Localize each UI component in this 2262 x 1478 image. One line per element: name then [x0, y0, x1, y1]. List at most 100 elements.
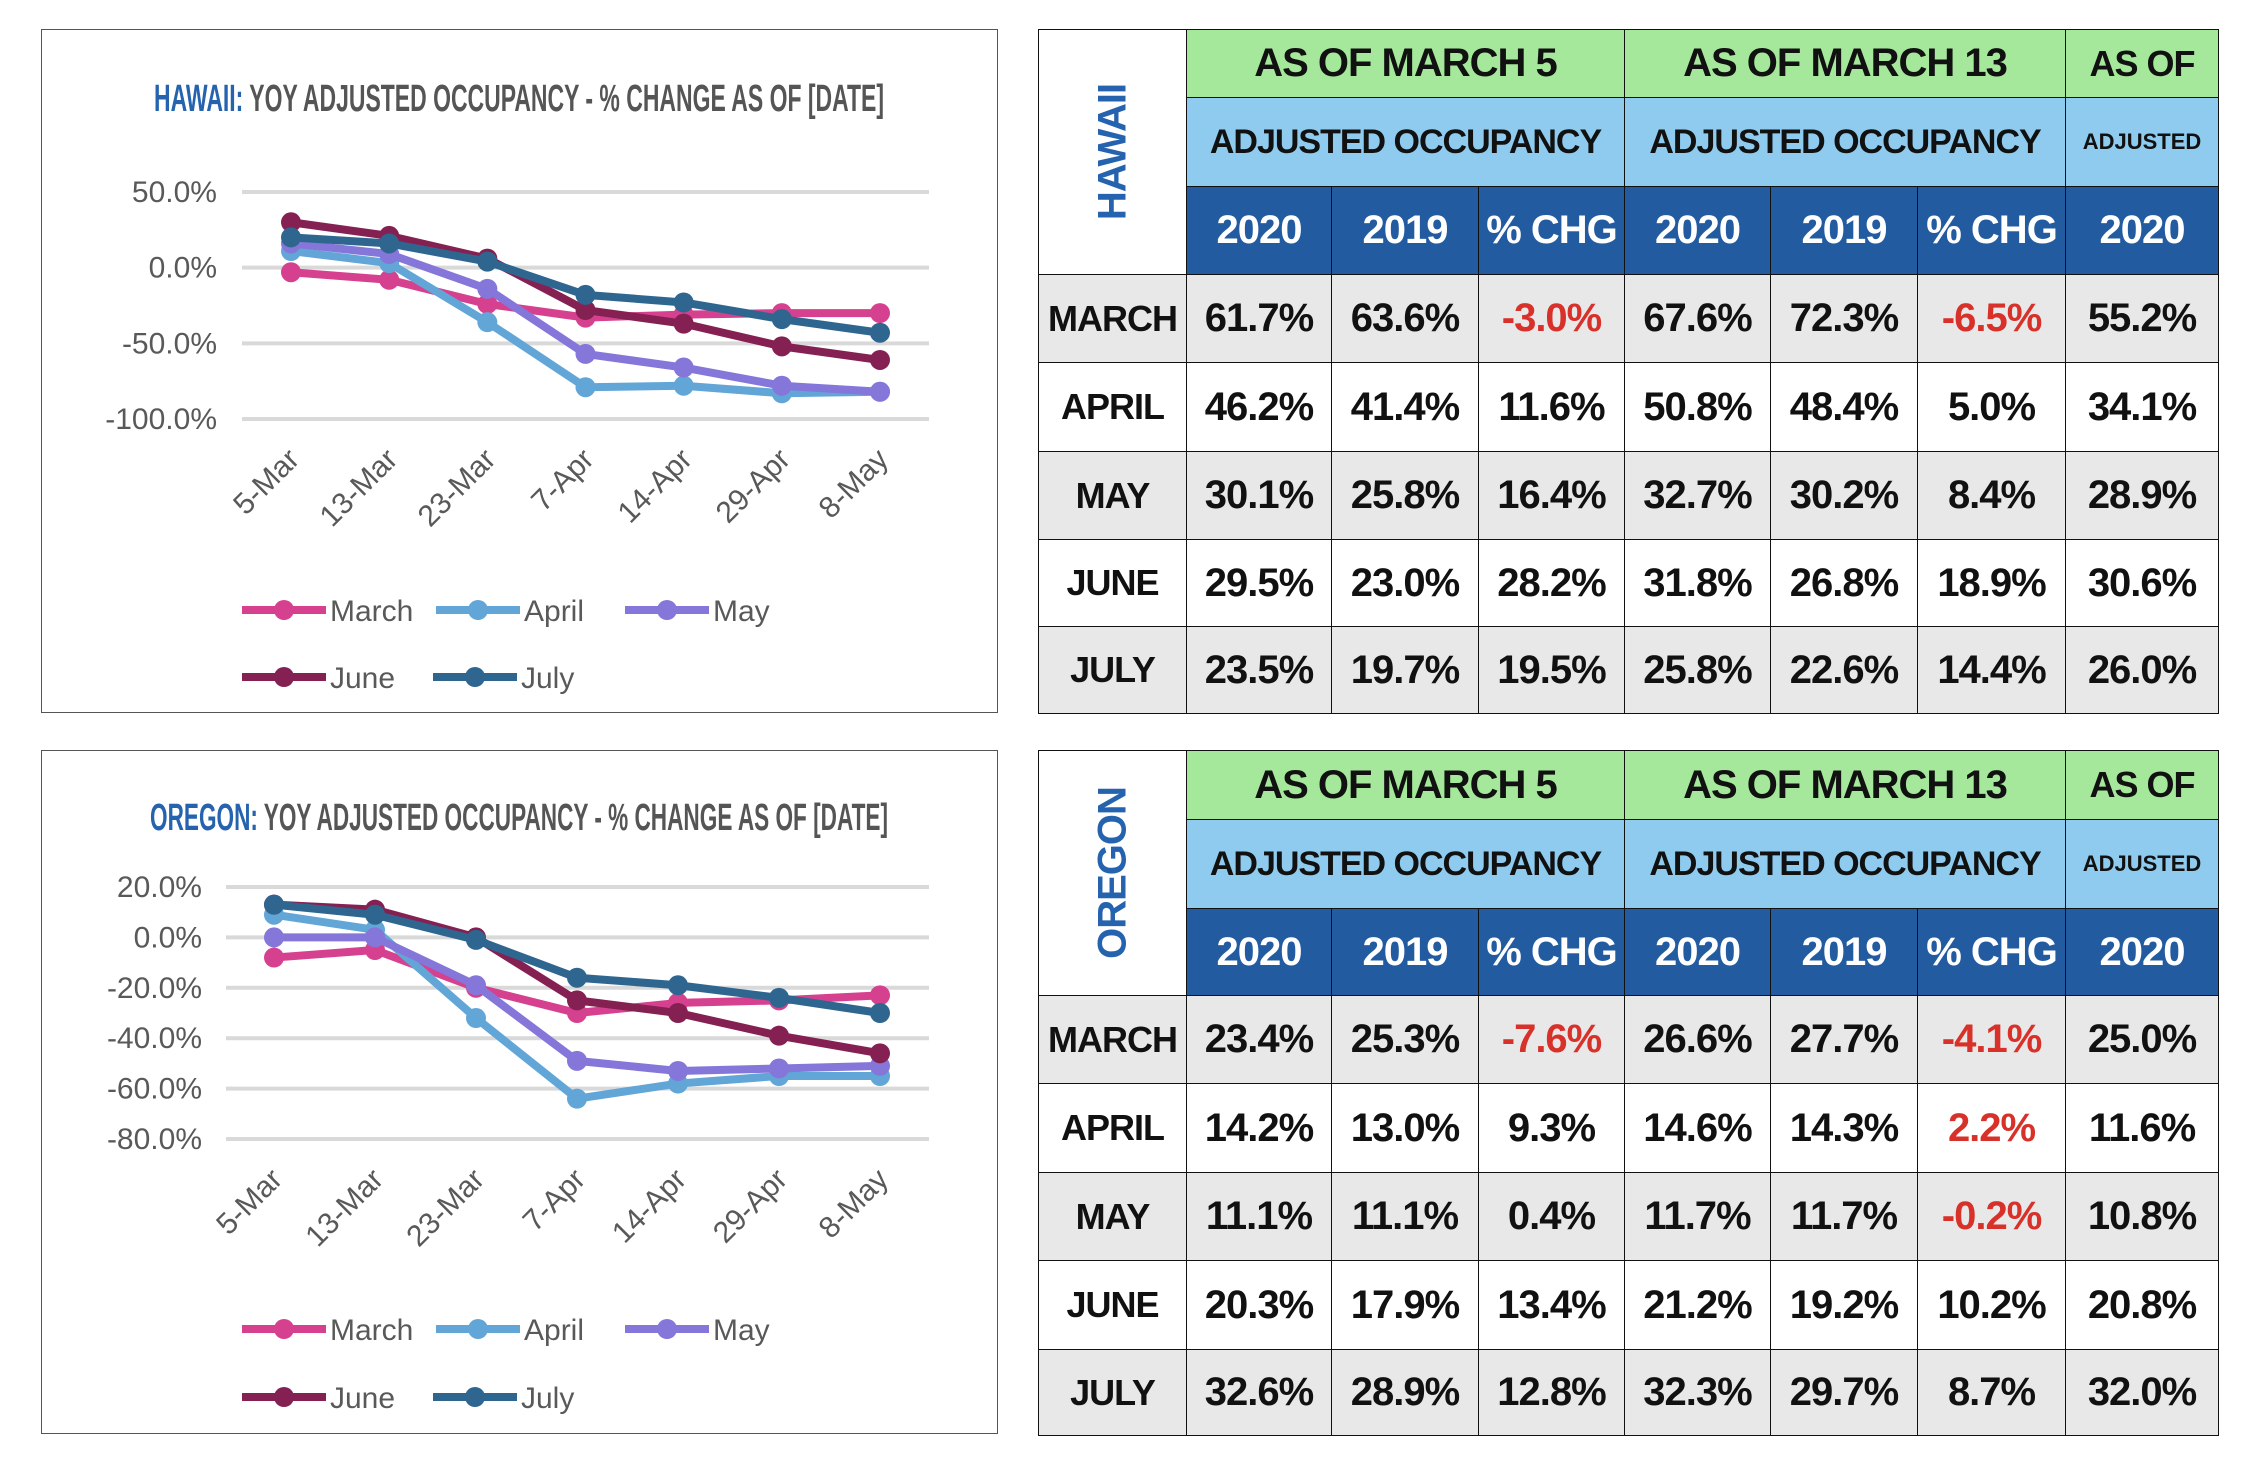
value-cell: 25.3%	[1331, 995, 1479, 1084]
y-tick-label: -60.0%	[107, 1073, 202, 1106]
data-point	[575, 300, 596, 321]
cell-text: JUNE	[1066, 1284, 1159, 1325]
x-tick-label: 5-Mar	[227, 443, 306, 522]
cell-text: 20.3%	[1204, 1282, 1314, 1327]
value-cell: 11.6%	[1477, 362, 1626, 452]
cell-text: 19.5%	[1497, 647, 1606, 692]
value-cell: 30.6%	[2065, 539, 2220, 627]
data-point	[264, 947, 284, 968]
value-cell: 21.2%	[1624, 1260, 1772, 1350]
cell-text: % CHG	[1926, 208, 2058, 252]
cell-text: 11.6%	[1498, 384, 1605, 429]
value-cell: 25.0%	[2065, 995, 2220, 1084]
table-row: APRIL 46.2% 41.4% 11.6% 50.8% 48.4% 5.0% 34.1%	[1038, 362, 2220, 452]
row-label: MAY	[1038, 451, 1187, 540]
cell-text: 20.8%	[2087, 1282, 2197, 1327]
y-tick-label: -40.0%	[107, 1022, 202, 1055]
cell-text: % CHG	[1486, 208, 1618, 252]
group-header: AS OF MARCH 5	[1185, 750, 1626, 820]
data-point	[870, 985, 890, 1006]
cell-text: 2020	[1655, 929, 1741, 974]
data-point	[870, 322, 890, 343]
value-cell: 67.6%	[1624, 274, 1772, 363]
column-header: 2020	[1186, 908, 1332, 996]
cell-text: 28.2%	[1497, 560, 1606, 605]
value-cell: 10.2%	[1917, 1260, 2067, 1350]
cell-text: ADJUSTED OCCUPANCY	[1649, 844, 2041, 883]
value-cell: 48.4%	[1770, 362, 1919, 452]
data-point	[668, 975, 688, 996]
subgroup-header: ADJUSTED	[2065, 97, 2220, 187]
x-tick-label: 7-Apr	[517, 1163, 592, 1238]
table-row: JULY 23.5% 19.7% 19.5% 25.8% 22.6% 14.4% 26.0%	[1038, 626, 2220, 714]
cell-text: 2020	[1655, 208, 1741, 252]
legend-label: July	[521, 1382, 574, 1415]
legend-item-july: July	[433, 662, 574, 695]
cell-text: -7.6%	[1501, 1017, 1602, 1061]
row-label: MARCH	[1038, 995, 1187, 1084]
cell-text: 2020	[2099, 929, 2186, 974]
value-cell: 11.1%	[1186, 1172, 1332, 1261]
cell-text: ADJUSTED OCCUPANCY	[1209, 122, 1602, 161]
value-cell: 26.8%	[1770, 539, 1919, 627]
legend-label: March	[330, 595, 413, 628]
cell-text: 11.6%	[2088, 1105, 2196, 1150]
cell-text: 41.4%	[1350, 384, 1460, 429]
group-header: AS OF MARCH 13	[1624, 750, 2067, 820]
value-cell: 23.4%	[1186, 995, 1332, 1084]
subgroup-header: ADJUSTED OCCUPANCY	[1185, 97, 1626, 187]
y-tick-label: 20.0%	[117, 871, 202, 904]
value-cell: 19.2%	[1770, 1260, 1919, 1350]
legend-item-may: May	[625, 1314, 770, 1347]
cell-text: AS OF MARCH 5	[1254, 762, 1558, 807]
value-cell: 41.4%	[1331, 362, 1479, 452]
cell-text: MAY	[1075, 474, 1151, 516]
value-cell: 17.9%	[1331, 1260, 1479, 1350]
cell-text: 2019	[1362, 208, 1449, 252]
value-cell: -4.1%	[1917, 995, 2067, 1084]
data-point	[870, 1003, 890, 1023]
table-row: MARCH 23.4% 25.3% -7.6% 26.6% 27.7% -4.1% 25.0%	[1038, 995, 2220, 1084]
chart-title-rest: YOY ADJUSTED OCCUPANCY - % CHANGE AS OF …	[258, 797, 888, 839]
hawaii-line-chart: HAWAII: YOY ADJUSTED OCCUPANCY - % CHANG…	[105, 78, 929, 695]
group-header: AS OF MARCH 5	[1185, 29, 1626, 98]
value-cell: 25.8%	[1331, 451, 1479, 540]
value-cell: 13.4%	[1477, 1260, 1626, 1350]
column-header: % CHG	[1477, 186, 1626, 275]
cell-text: 48.4%	[1789, 384, 1899, 429]
y-tick-label: 0.0%	[149, 252, 217, 285]
cell-text: 67.6%	[1643, 296, 1752, 340]
cell-text: JULY	[1070, 649, 1156, 690]
value-cell: 32.0%	[2065, 1349, 2220, 1436]
cell-text: AS OF	[2089, 42, 2196, 84]
cell-text: 10.2%	[1937, 1282, 2046, 1327]
data-point	[771, 309, 792, 330]
column-header: 2020	[1624, 908, 1772, 996]
data-point	[771, 375, 792, 396]
cell-text: 11.1%	[1205, 1194, 1313, 1238]
cell-text: -3.0%	[1501, 296, 1602, 340]
value-cell: 32.3%	[1624, 1349, 1772, 1436]
data-point	[379, 233, 400, 254]
data-point	[477, 293, 498, 314]
cell-text: 30.1%	[1204, 473, 1314, 517]
legend-marker	[274, 600, 294, 620]
cell-text: JUNE	[1066, 562, 1159, 603]
value-cell: 46.2%	[1186, 362, 1332, 452]
value-cell: 11.7%	[1624, 1172, 1772, 1261]
value-cell: 50.8%	[1624, 362, 1772, 452]
value-cell: 28.9%	[1331, 1349, 1479, 1436]
value-cell: 72.3%	[1770, 274, 1919, 363]
data-point	[466, 975, 486, 996]
value-cell: 29.5%	[1186, 539, 1332, 627]
legend-label: April	[524, 595, 584, 628]
data-point	[379, 269, 400, 290]
row-label: APRIL	[1038, 362, 1187, 452]
y-tick-label: -20.0%	[107, 972, 202, 1005]
table-row: APRIL 14.2% 13.0% 9.3% 14.6% 14.3% 2.2% 11.6%	[1038, 1083, 2220, 1173]
column-header: 2019	[1331, 186, 1479, 275]
table-row: JUNE 20.3% 17.9% 13.4% 21.2% 19.2% 10.2% 20.8%	[1038, 1260, 2220, 1350]
column-header: 2020	[2065, 186, 2220, 275]
x-tick-label: 29-Apr	[710, 443, 797, 530]
data-point	[567, 967, 587, 988]
